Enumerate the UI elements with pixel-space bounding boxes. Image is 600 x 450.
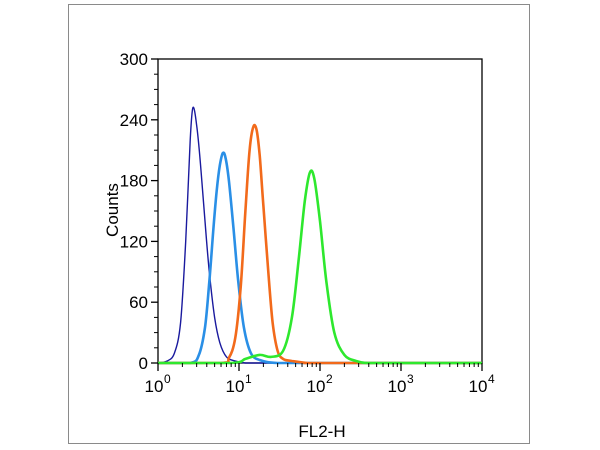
x-tick-exponent: 2 (326, 372, 333, 386)
x-tick-exponent: 1 (245, 372, 252, 386)
x-tick-exponent: 0 (164, 372, 171, 386)
y-tick-label: 300 (120, 50, 148, 69)
x-axis: 10 0 10 1 10 2 10 3 10 4 (145, 363, 495, 396)
y-tick-label: 180 (120, 172, 148, 191)
x-tick-exponent: 3 (407, 372, 414, 386)
x-tick-label: 10 (226, 377, 245, 396)
y-tick-label: 240 (120, 111, 148, 130)
y-axis: 0 60 120 180 240 300 (120, 50, 158, 373)
histogram-series-2 (157, 151, 482, 365)
x-tick-label: 10 (145, 377, 164, 396)
y-tick-label: 120 (120, 232, 148, 251)
x-tick-label: 10 (307, 377, 326, 396)
histogram-series-3 (157, 123, 482, 365)
x-tick-label: 10 (469, 377, 488, 396)
figure-frame (68, 4, 530, 444)
x-tick-label: 10 (388, 377, 407, 396)
x-axis-label: FL2-H (298, 422, 345, 441)
series-layer (157, 106, 482, 365)
histogram-series-4 (157, 169, 482, 365)
x-tick-exponent: 4 (488, 372, 495, 386)
y-axis-label: Counts (103, 183, 122, 237)
y-tick-label: 60 (129, 293, 148, 312)
histogram-series-1 (157, 106, 482, 364)
y-tick-label: 0 (139, 354, 148, 373)
